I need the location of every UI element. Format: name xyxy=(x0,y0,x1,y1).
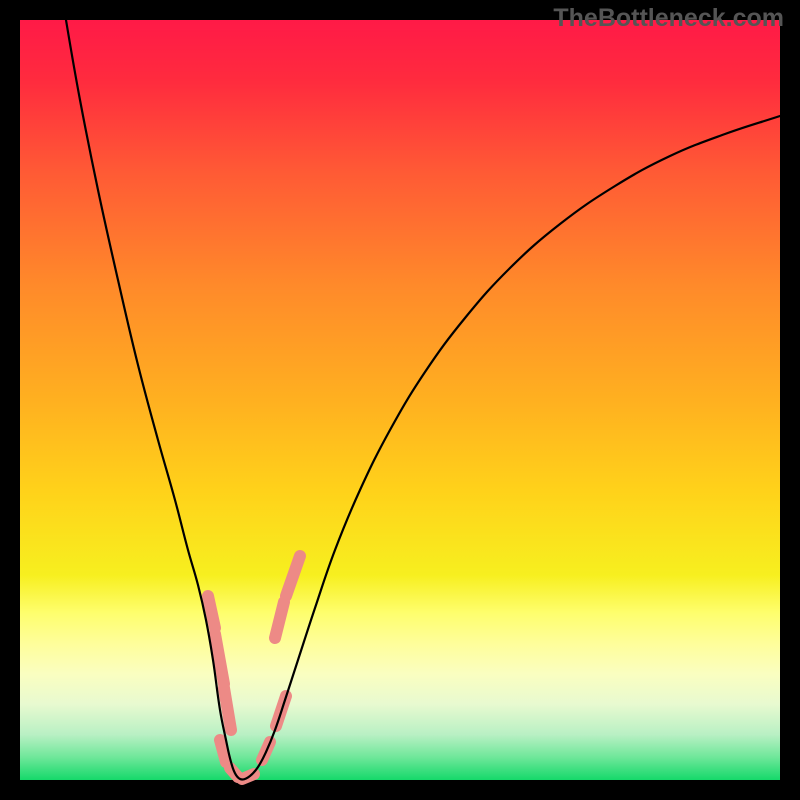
marker-dash xyxy=(208,596,215,628)
plot-svg xyxy=(20,20,780,780)
watermark-text: TheBottleneck.com xyxy=(553,4,784,33)
marker-dash xyxy=(224,688,231,730)
chart-frame: TheBottleneck.com xyxy=(0,0,800,800)
plot-area xyxy=(20,20,780,780)
plot-background xyxy=(20,20,780,780)
marker-dash xyxy=(220,740,226,762)
